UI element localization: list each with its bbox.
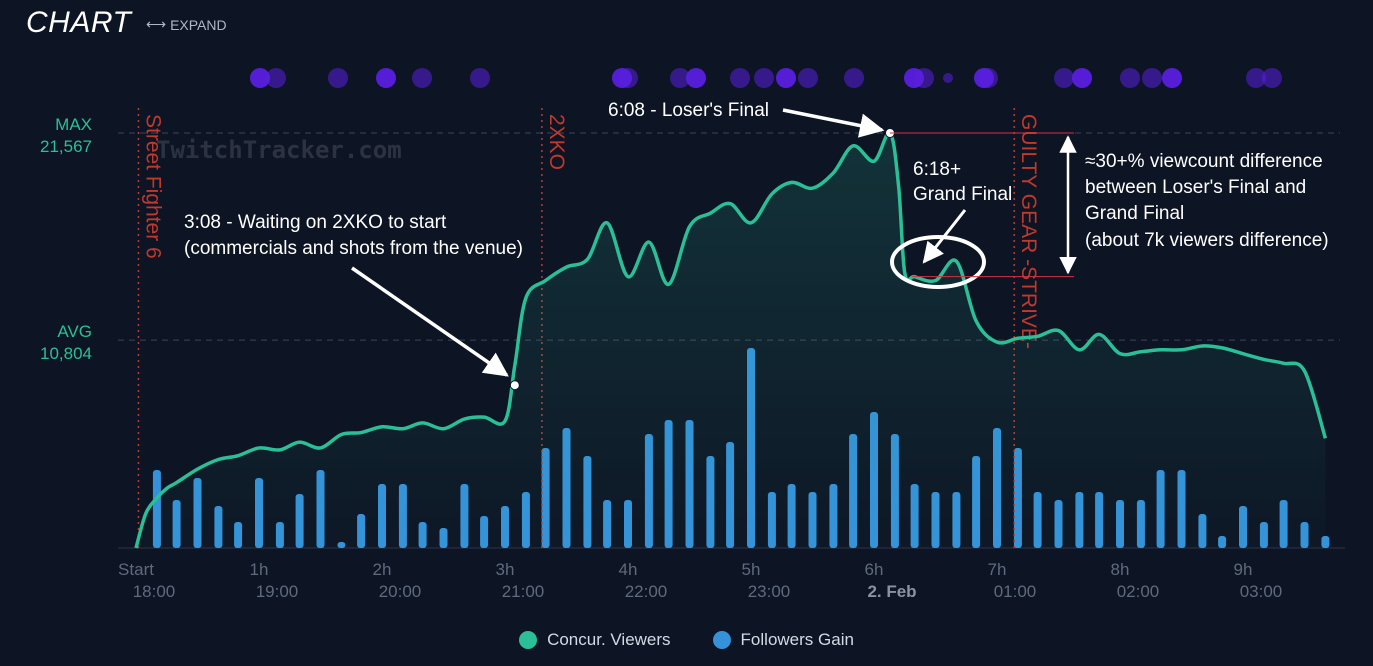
- activity-dot: [914, 68, 934, 88]
- reference-label-max: MAX: [55, 115, 92, 134]
- legend-label-followers: Followers Gain: [740, 630, 854, 649]
- legend-swatch-followers: [712, 631, 731, 649]
- activity-dot: [1054, 68, 1074, 88]
- annotation-text-difference-line2: between Loser's Final and: [1085, 177, 1306, 198]
- x-tick-label: 5h: [742, 560, 761, 579]
- viewers-chart: TwitchTracker.com MAX 21,567 AVG 10,804 Stree…: [40, 68, 1345, 601]
- x-tick-label: 9h: [1234, 560, 1253, 579]
- x-tick-time: 03:00: [1240, 582, 1283, 601]
- x-tick-label: 2h: [373, 560, 392, 579]
- activity-dot: [670, 68, 690, 88]
- annotation-text-308-line2: (commercials and shots from the venue): [184, 238, 523, 259]
- annotation-text-difference-line4: (about 7k viewers difference): [1085, 230, 1329, 251]
- activity-dot: [978, 68, 998, 88]
- activity-dot: [328, 68, 348, 88]
- annotation-text-618-line2: Grand Final: [913, 184, 1012, 205]
- activity-dot: [798, 68, 818, 88]
- x-tick-label: 1h: [250, 560, 269, 579]
- activity-dot: [1120, 68, 1140, 88]
- x-tick-label: 3h: [496, 560, 515, 579]
- activity-dot: [943, 73, 953, 83]
- x-tick-time: 21:00: [502, 582, 545, 601]
- chart-header: CHART ⟷ EXPAND: [0, 0, 1373, 50]
- activity-dot: [266, 68, 286, 88]
- viewers-line: [134, 131, 1328, 549]
- chart-title: CHART: [26, 6, 132, 39]
- annotation-arrow-308: [351, 266, 509, 377]
- x-tick-label: 8h: [1111, 560, 1130, 579]
- activity-dot: [754, 68, 774, 88]
- activity-dot: [250, 68, 270, 88]
- activity-dot: [1262, 68, 1282, 88]
- annotation-point-308: [509, 380, 520, 391]
- expand-button[interactable]: ⟷ EXPAND: [146, 16, 227, 33]
- reference-value-avg: 10,804: [40, 344, 92, 363]
- reference-label-avg: AVG: [57, 322, 92, 341]
- x-tick-label: 7h: [988, 560, 1007, 579]
- x-tick-time: 2. Feb: [867, 582, 916, 601]
- activity-dot: [412, 68, 432, 88]
- x-tick-time: 20:00: [379, 582, 422, 601]
- x-tick-label: Start: [118, 560, 154, 579]
- legend-item-viewers[interactable]: Concur. Viewers: [519, 630, 671, 650]
- reference-value-max: 21,567: [40, 137, 92, 156]
- x-tick-label: 4h: [619, 560, 638, 579]
- legend-label-viewers: Concur. Viewers: [547, 630, 671, 649]
- activity-dot: [1162, 68, 1182, 88]
- x-tick-label: 6h: [865, 560, 884, 579]
- annotation-arrow-608: [782, 108, 885, 138]
- chart-legend: Concur. Viewers Followers Gain: [0, 630, 1373, 650]
- activity-dot: [776, 68, 796, 88]
- activity-dot: [730, 68, 750, 88]
- legend-item-followers[interactable]: Followers Gain: [712, 630, 854, 650]
- event-label: Street Fighter 6: [141, 114, 164, 259]
- legend-swatch-viewers: [519, 631, 538, 649]
- x-tick-time: 23:00: [748, 582, 791, 601]
- x-tick-time: 19:00: [256, 582, 299, 601]
- annotation-text-608: 6:08 - Loser's Final: [608, 100, 769, 121]
- activity-dot: [470, 68, 490, 88]
- annotation-text-difference: ≈30+% viewcount difference: [1085, 151, 1323, 172]
- activity-dot: [844, 68, 864, 88]
- event-label: GUILTY GEAR -STRIVE-: [1017, 114, 1040, 349]
- grand-final-circle: [890, 235, 986, 289]
- annotation-text-618: 6:18+: [913, 159, 961, 180]
- activity-dot: [686, 68, 706, 88]
- activity-dot: [1142, 68, 1162, 88]
- annotation-text-308: 3:08 - Waiting on 2XKO to start: [184, 212, 447, 233]
- expand-label: EXPAND: [170, 16, 227, 33]
- x-tick-time: 18:00: [133, 582, 176, 601]
- left-right-arrow-icon: ⟷: [146, 16, 167, 32]
- x-tick-time: 01:00: [994, 582, 1037, 601]
- activity-dot: [1072, 68, 1092, 88]
- watermark-text: TwitchTracker.com: [156, 136, 402, 164]
- activity-dot: [376, 68, 396, 88]
- activity-dot: [618, 68, 638, 88]
- activity-dot: [1246, 68, 1266, 88]
- viewers-area: [136, 132, 1326, 549]
- x-tick-time: 22:00: [625, 582, 668, 601]
- x-tick-time: 02:00: [1117, 582, 1160, 601]
- event-label: 2XKO: [545, 114, 568, 170]
- annotation-text-difference-line3: Grand Final: [1085, 203, 1184, 224]
